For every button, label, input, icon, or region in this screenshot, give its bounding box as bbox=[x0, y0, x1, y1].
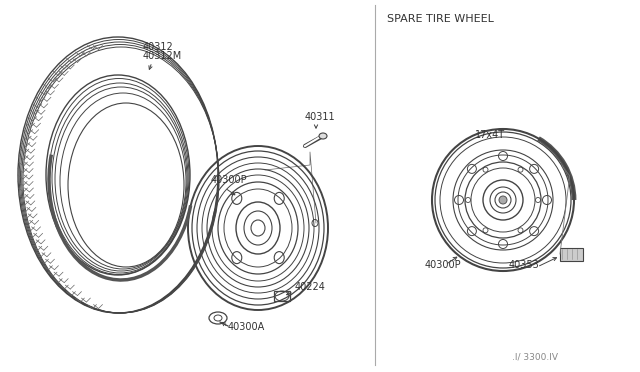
Text: SPARE TIRE WHEEL: SPARE TIRE WHEEL bbox=[387, 14, 494, 24]
Text: 17x4T: 17x4T bbox=[475, 130, 505, 140]
Ellipse shape bbox=[499, 196, 507, 204]
Ellipse shape bbox=[319, 133, 327, 139]
Text: 40312M: 40312M bbox=[143, 51, 182, 61]
Text: 40353: 40353 bbox=[509, 260, 540, 270]
Text: 40300A: 40300A bbox=[228, 322, 265, 332]
Text: 40312: 40312 bbox=[143, 42, 173, 52]
Text: .I/ 3300.IV: .I/ 3300.IV bbox=[512, 353, 558, 362]
Text: 40300P: 40300P bbox=[425, 260, 461, 270]
Text: 40300P: 40300P bbox=[211, 175, 248, 185]
Text: 40311: 40311 bbox=[305, 112, 335, 122]
Text: 40224: 40224 bbox=[295, 282, 326, 292]
FancyBboxPatch shape bbox=[559, 247, 582, 260]
